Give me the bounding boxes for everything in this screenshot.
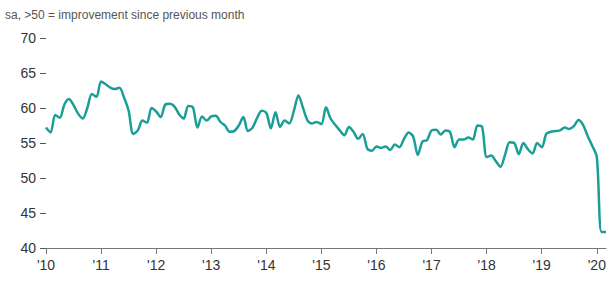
svg-text:'16: '16: [367, 257, 385, 273]
svg-text:'20: '20: [588, 257, 606, 273]
svg-text:40: 40: [20, 240, 36, 256]
svg-text:'18: '18: [478, 257, 496, 273]
svg-text:sa, >50 = improvement since pr: sa, >50 = improvement since previous mon…: [5, 8, 244, 22]
svg-text:'19: '19: [533, 257, 551, 273]
svg-text:'11: '11: [92, 257, 109, 273]
svg-text:'17: '17: [422, 257, 440, 273]
svg-text:'12: '12: [147, 257, 165, 273]
svg-text:'14: '14: [257, 257, 275, 273]
svg-text:'15: '15: [312, 257, 330, 273]
svg-text:45: 45: [20, 205, 36, 221]
svg-text:'10: '10: [37, 257, 55, 273]
svg-text:60: 60: [20, 100, 36, 116]
svg-text:65: 65: [20, 65, 36, 81]
svg-text:55: 55: [20, 135, 36, 151]
svg-text:50: 50: [20, 170, 36, 186]
svg-text:'13: '13: [202, 257, 220, 273]
svg-text:70: 70: [20, 30, 36, 46]
